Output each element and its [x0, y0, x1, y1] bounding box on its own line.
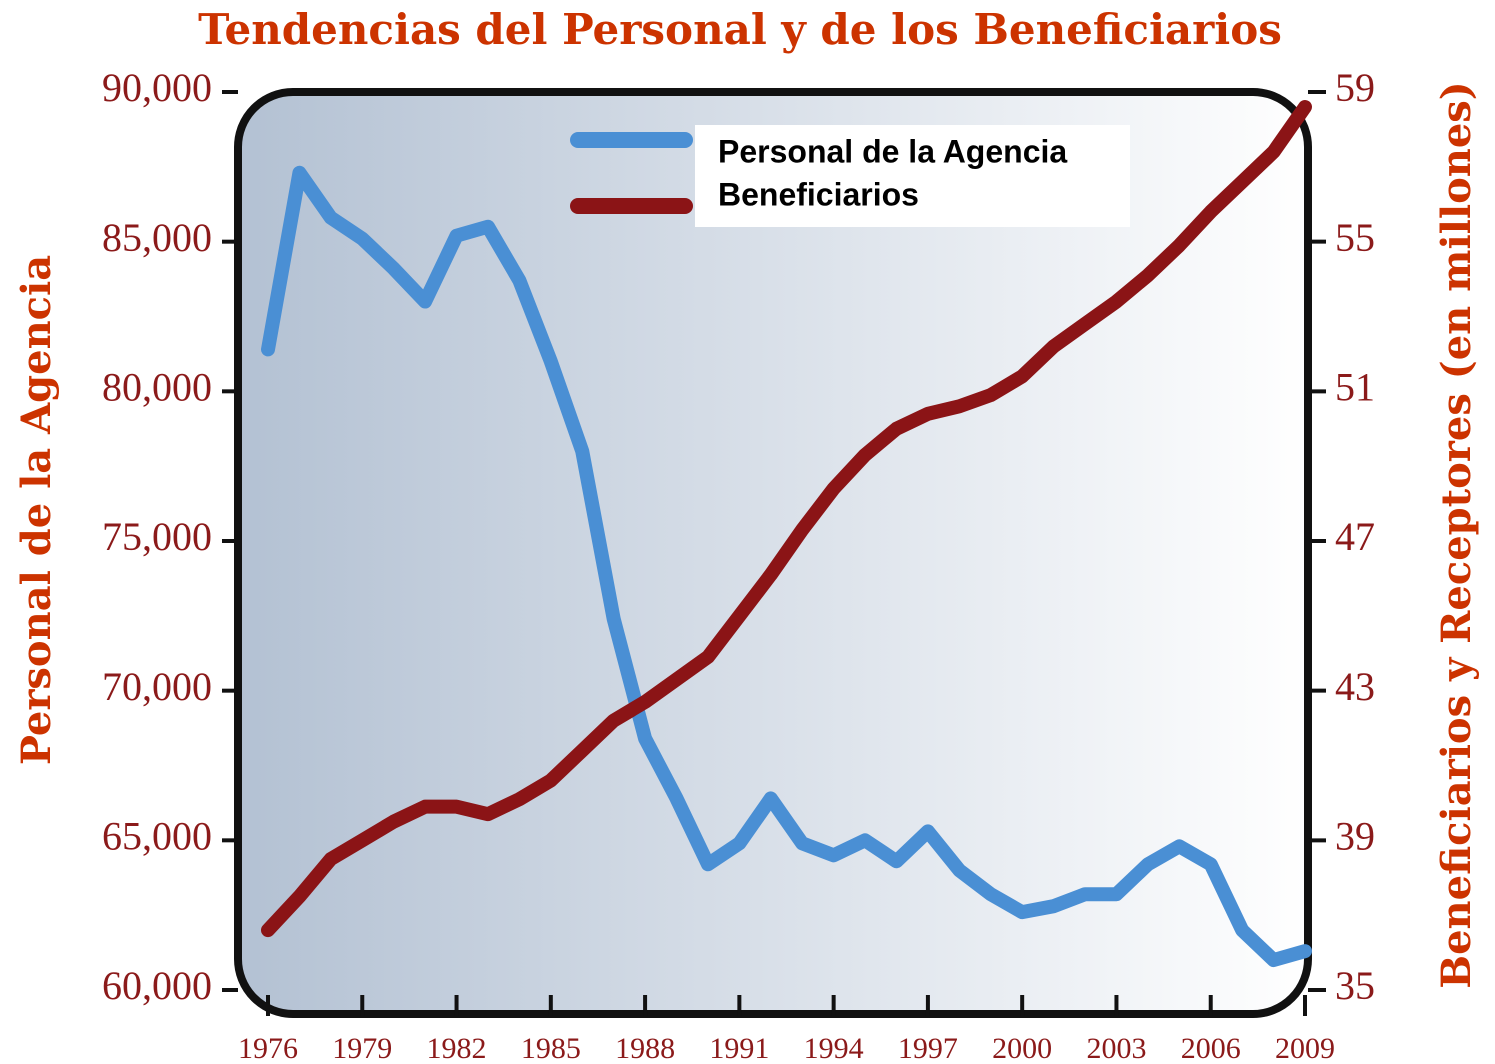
- x-tick-label: 2000: [992, 1032, 1052, 1064]
- legend-label: Beneficiarios: [718, 176, 919, 212]
- data-line: [261, 165, 1312, 968]
- y-tick-label: 60,000: [102, 963, 212, 1008]
- x-tick-label: 1979: [332, 1032, 392, 1064]
- chart-title: Tendencias del Personal y de los Benefic…: [198, 5, 1282, 54]
- x-tick-label: 1988: [615, 1032, 675, 1064]
- legend-box: [695, 125, 1130, 227]
- plot-frame: [234, 88, 1312, 1018]
- y-axis-label: Personal de la Agencia: [13, 255, 60, 765]
- y-tick-label: 65,000: [102, 814, 212, 859]
- y2-tick-label: 39: [1335, 814, 1375, 859]
- x-tick-label: 1997: [898, 1032, 958, 1064]
- legend-label: Personal de la Agencia: [718, 133, 1067, 169]
- x-tick-label: 1991: [709, 1032, 769, 1064]
- x-tick-label: 2003: [1086, 1032, 1146, 1064]
- y-tick-label: 75,000: [102, 514, 212, 559]
- y2-tick-label: 59: [1335, 65, 1375, 110]
- x-tick-label: 2006: [1181, 1032, 1241, 1064]
- y-tick-label: 80,000: [102, 365, 212, 410]
- y2-tick-label: 55: [1335, 215, 1375, 260]
- y-tick-label: 70,000: [102, 664, 212, 709]
- x-tick-label: 1985: [521, 1032, 581, 1064]
- x-tick-label: 1976: [238, 1032, 298, 1064]
- data-line: [261, 99, 1312, 938]
- y2-tick-label: 47: [1335, 514, 1375, 559]
- x-tick-label: 1982: [427, 1032, 487, 1064]
- x-tick-label: 2009: [1275, 1032, 1335, 1064]
- y-tick-label: 85,000: [102, 215, 212, 260]
- y2-axis-label: Beneficiarios y Receptores (en millones): [1433, 81, 1480, 988]
- y2-tick-label: 35: [1335, 963, 1375, 1008]
- y-tick-label: 90,000: [102, 65, 212, 110]
- y2-tick-label: 43: [1335, 664, 1375, 709]
- y2-tick-label: 51: [1335, 365, 1375, 410]
- x-tick-label: 1994: [804, 1032, 864, 1064]
